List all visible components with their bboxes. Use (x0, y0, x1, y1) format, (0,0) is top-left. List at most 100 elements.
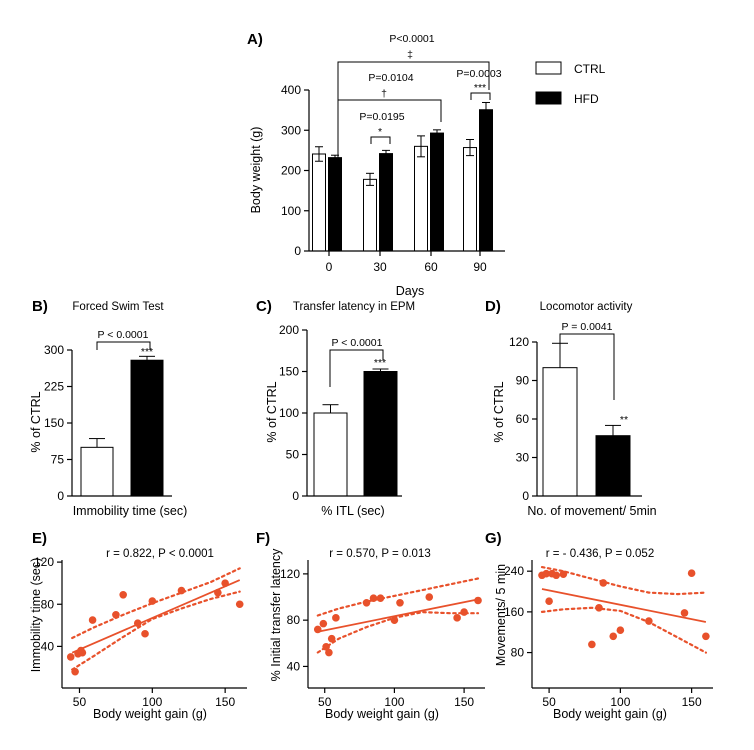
y-tick-label: 50 (286, 448, 300, 462)
panel-a: A) Body weight (g) Days 0 30 60 90 0 100 200 30… (247, 31, 606, 298)
data-point (322, 642, 330, 651)
x-tick-label: 50 (318, 695, 332, 709)
legend-label-ctrl: CTRL (574, 62, 606, 76)
y-tick-label: 0 (57, 489, 64, 503)
data-point (112, 610, 120, 619)
y-tick-label: 0 (292, 489, 299, 503)
bar-ctrl (80, 446, 114, 497)
y-axis-label: % Initial transfer latency (269, 548, 283, 681)
panel-label: C) (256, 298, 272, 315)
confidence-band-upper (540, 565, 708, 596)
x-axis-label: Body weight gain (g) (93, 707, 207, 721)
confidence-band-lower (71, 590, 241, 671)
bar-series-group (312, 101, 493, 252)
bar-hfd (363, 371, 398, 497)
axis-ticks: 50 100 150 40 80 120 (34, 555, 236, 709)
y-tick-label: 120 (509, 335, 529, 349)
y-tick-label: 0 (522, 489, 529, 503)
axis-ticks: 50 100 150 40 80 120 (280, 567, 474, 709)
regression-line (317, 598, 479, 633)
bar-ctrl (363, 178, 377, 252)
y-tick-label: 40 (41, 639, 55, 653)
y-axis-label: Movements/ 5 min (494, 564, 508, 666)
bar-hfd (430, 132, 444, 252)
p-value-label: P < 0.0001 (98, 329, 149, 341)
plot-area (66, 567, 244, 676)
panel-label: G) (485, 530, 502, 547)
data-point (71, 667, 79, 676)
panel-label: D) (485, 298, 501, 315)
data-point (616, 626, 625, 634)
bracket-hfd-0-90 (337, 61, 490, 100)
x-axis-label: % ITL (sec) (321, 504, 384, 518)
correlation-stats: r = 0.822, P < 0.0001 (106, 548, 214, 560)
data-point (542, 569, 551, 578)
bar-group (313, 368, 398, 497)
data-point (645, 617, 653, 625)
x-axis-label: No. of movement/ 5min (527, 504, 656, 518)
dagger-symbol: † (381, 88, 387, 100)
y-tick-label: 75 (51, 453, 65, 467)
y-tick-label: 60 (516, 412, 530, 426)
p-value-label: P = 0.0041 (562, 321, 613, 333)
data-point (148, 597, 157, 605)
data-point (78, 648, 87, 657)
data-point (545, 597, 553, 605)
x-axis-label: Body weight gain (g) (553, 707, 667, 721)
data-point (552, 571, 561, 580)
bracket-day90 (470, 92, 491, 100)
panel-title: Locomotor activity (540, 301, 633, 313)
x-tick-label: 30 (373, 260, 387, 274)
plot-area (538, 565, 710, 654)
y-tick-label: 80 (41, 597, 55, 611)
panel-e: E) r = 0.822, P < 0.0001 Immobility time… (29, 530, 247, 721)
data-point (702, 632, 710, 641)
bar-ctrl (414, 145, 428, 252)
y-tick-label: 40 (287, 659, 301, 673)
panel-title: Forced Swim Test (72, 301, 164, 313)
y-tick-label: 150 (279, 365, 299, 379)
legend-label-hfd: HFD (574, 92, 599, 106)
correlation-stats: r = - 0.436, P = 0.052 (546, 548, 654, 560)
panel-c: C) Transfer latency in EPM % of CTRL % I… (256, 298, 415, 518)
y-axis-label: % of CTRL (265, 381, 279, 442)
significance-bracket (559, 333, 615, 400)
data-point (221, 579, 229, 587)
x-axis-label: Body weight gain (g) (325, 707, 439, 721)
p-value-label: P=0.0003 (456, 68, 501, 80)
y-axis-label: % of CTRL (29, 391, 43, 452)
significance-stars: *** (474, 82, 486, 94)
y-tick-label: 120 (34, 555, 54, 569)
panel-label: A) (247, 31, 263, 48)
significance-brackets (337, 61, 491, 225)
y-tick-label: 200 (281, 164, 301, 178)
data-point (609, 632, 618, 641)
double-dagger-symbol: ‡ (407, 49, 413, 61)
panel-label: E) (32, 530, 47, 547)
data-point (177, 586, 186, 595)
bar-hfd (595, 435, 631, 497)
x-tick-label: 60 (424, 260, 438, 274)
y-tick-label: 0 (294, 244, 301, 258)
confidence-band-upper (316, 577, 480, 617)
panel-label: F) (256, 530, 270, 547)
data-point (235, 600, 244, 609)
panel-label: B) (32, 298, 48, 315)
y-tick-label: 300 (281, 123, 301, 137)
y-tick-label: 400 (281, 83, 301, 97)
data-point (66, 653, 75, 661)
data-point (327, 634, 336, 643)
bar-ctrl (463, 147, 477, 252)
data-point (474, 596, 482, 605)
legend-swatch-hfd (535, 91, 562, 105)
panel-f: F) r = 0.570, P = 0.013 % Initial transf… (256, 530, 485, 721)
legend: CTRL HFD (535, 61, 606, 106)
significance-bracket (96, 341, 151, 350)
data-point (376, 594, 385, 602)
data-point (460, 608, 468, 616)
bar-hfd (328, 157, 342, 252)
correlation-stats: r = 0.570, P = 0.013 (329, 548, 430, 560)
bar-hfd (130, 359, 164, 497)
axis-ticks: 0 30 60 90 0 100 200 300 400 (281, 83, 487, 274)
p-value-label: P=0.0195 (359, 111, 404, 123)
